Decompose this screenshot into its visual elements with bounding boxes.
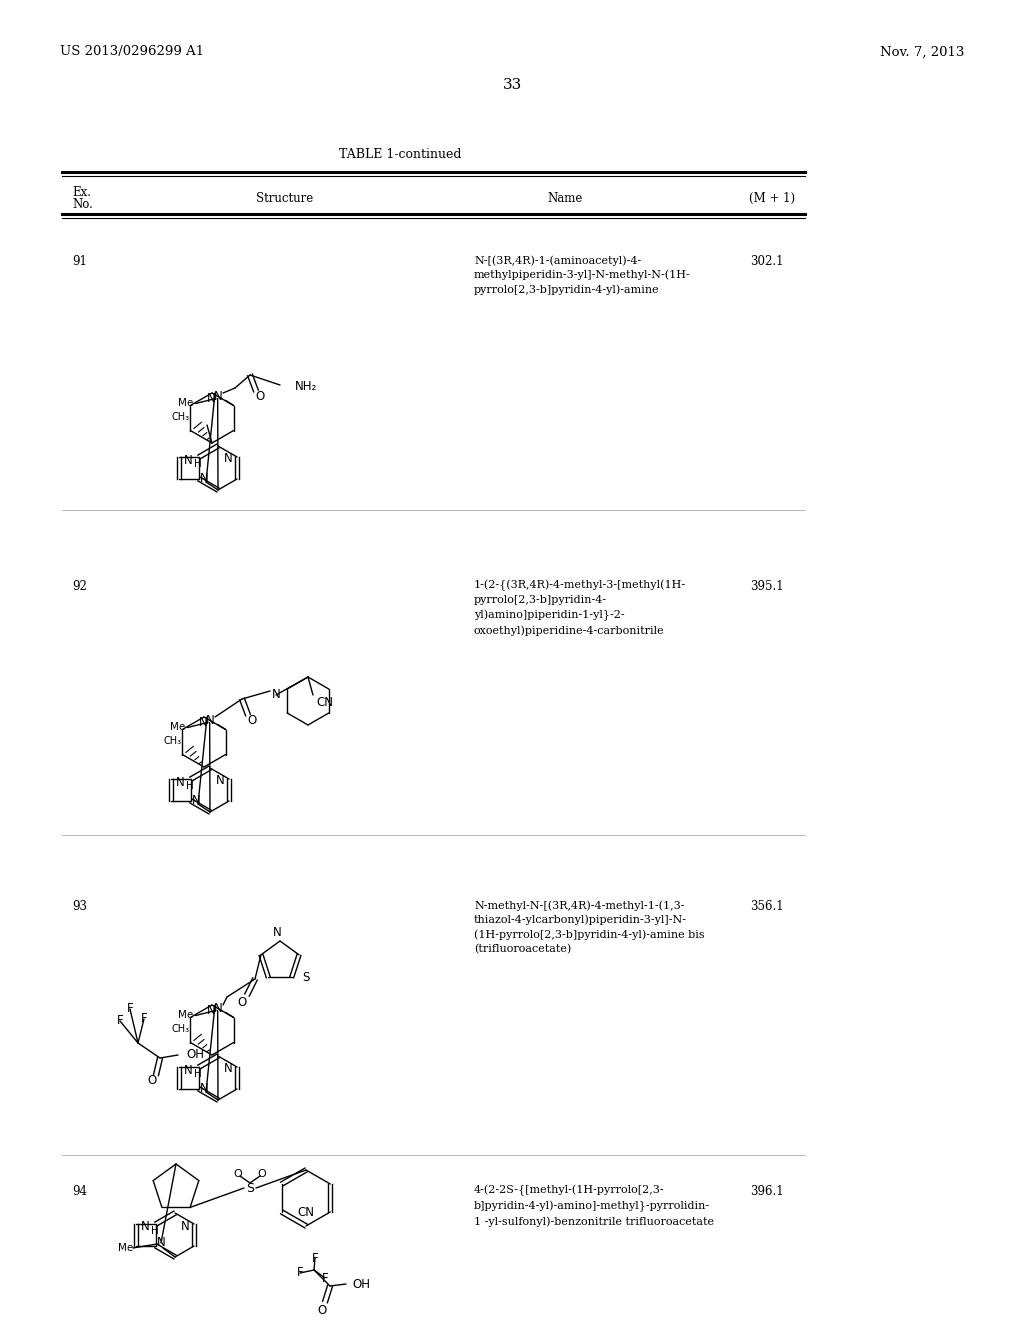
- Text: 356.1: 356.1: [750, 900, 783, 913]
- Text: 93: 93: [72, 900, 87, 913]
- Text: 91: 91: [72, 255, 87, 268]
- Text: N: N: [191, 793, 201, 807]
- Text: F: F: [140, 1012, 147, 1026]
- Text: OH: OH: [352, 1278, 370, 1291]
- Text: TABLE 1-continued: TABLE 1-continued: [339, 149, 461, 161]
- Text: H: H: [194, 459, 202, 469]
- Text: O: O: [147, 1074, 157, 1088]
- Text: N: N: [223, 1063, 232, 1076]
- Text: N: N: [207, 1005, 216, 1016]
- Text: N-[(3R,4R)-1-(aminoacetyl)-4-
methylpiperidin-3-yl]-N-methyl-N-(1H-
pyrrolo[2,3-: N-[(3R,4R)-1-(aminoacetyl)-4- methylpipe…: [474, 255, 691, 296]
- Text: N: N: [214, 1002, 222, 1015]
- Text: O: O: [258, 1170, 266, 1179]
- Text: N: N: [200, 1081, 208, 1094]
- Text: N: N: [223, 453, 232, 466]
- Text: (M + 1): (M + 1): [749, 191, 795, 205]
- Text: N: N: [207, 392, 216, 405]
- Text: O: O: [255, 391, 264, 404]
- Text: CN: CN: [298, 1205, 314, 1218]
- Text: N: N: [184, 1064, 194, 1077]
- Text: Ex.: Ex.: [72, 186, 91, 198]
- Text: H: H: [185, 781, 194, 791]
- Text: NH₂: NH₂: [295, 380, 317, 393]
- Text: 395.1: 395.1: [750, 579, 783, 593]
- Text: Me: Me: [178, 1011, 194, 1020]
- Text: Me: Me: [118, 1243, 133, 1253]
- Text: O: O: [233, 1170, 243, 1179]
- Text: H: H: [151, 1226, 159, 1236]
- Text: N: N: [206, 714, 214, 726]
- Text: S: S: [302, 970, 309, 983]
- Text: N: N: [199, 715, 208, 729]
- Text: 92: 92: [72, 579, 87, 593]
- Text: 396.1: 396.1: [750, 1185, 783, 1199]
- Text: No.: No.: [72, 198, 93, 210]
- Text: 33: 33: [503, 78, 521, 92]
- Text: N: N: [180, 1220, 189, 1233]
- Text: Nov. 7, 2013: Nov. 7, 2013: [880, 45, 964, 58]
- Text: N: N: [200, 471, 208, 484]
- Text: N: N: [141, 1221, 151, 1233]
- Text: 4-(2-2S-{[methyl-(1H-pyrrolo[2,3-
b]pyridin-4-yl)-amino]-methyl}-pyrrolidin-
1 -: 4-(2-2S-{[methyl-(1H-pyrrolo[2,3- b]pyri…: [474, 1185, 714, 1226]
- Text: N-methyl-N-[(3R,4R)-4-methyl-1-(1,3-
thiazol-4-ylcarbonyl)piperidin-3-yl]-N-
(1H: N-methyl-N-[(3R,4R)-4-methyl-1-(1,3- thi…: [474, 900, 705, 954]
- Text: F: F: [117, 1015, 123, 1027]
- Text: F: F: [297, 1266, 303, 1279]
- Text: N: N: [184, 454, 194, 466]
- Text: N: N: [271, 689, 281, 701]
- Text: N: N: [214, 389, 222, 403]
- Text: F: F: [127, 1002, 133, 1015]
- Text: CH₃: CH₃: [164, 737, 182, 746]
- Text: O: O: [317, 1304, 327, 1316]
- Text: US 2013/0296299 A1: US 2013/0296299 A1: [60, 45, 204, 58]
- Text: O: O: [238, 997, 247, 1010]
- Text: N: N: [176, 776, 185, 788]
- Text: Structure: Structure: [256, 191, 313, 205]
- Text: O: O: [248, 714, 257, 727]
- Text: CH₃: CH₃: [172, 412, 190, 422]
- Text: F: F: [311, 1251, 318, 1265]
- Text: Name: Name: [547, 191, 583, 205]
- Text: OH: OH: [186, 1048, 204, 1061]
- Text: N: N: [272, 927, 282, 940]
- Text: N: N: [216, 775, 224, 788]
- Text: Me: Me: [170, 722, 185, 733]
- Text: H: H: [194, 1069, 202, 1078]
- Text: Me: Me: [178, 399, 194, 408]
- Text: 1-(2-{(3R,4R)-4-methyl-3-[methyl(1H-
pyrrolo[2,3-b]pyridin-4-
yl)amino]piperidin: 1-(2-{(3R,4R)-4-methyl-3-[methyl(1H- pyr…: [474, 579, 686, 636]
- Text: 94: 94: [72, 1185, 87, 1199]
- Text: N: N: [157, 1237, 165, 1250]
- Text: 302.1: 302.1: [750, 255, 783, 268]
- Text: S: S: [246, 1181, 254, 1195]
- Text: F: F: [322, 1271, 329, 1284]
- Text: CN: CN: [316, 697, 333, 710]
- Text: CH₃: CH₃: [172, 1024, 190, 1034]
